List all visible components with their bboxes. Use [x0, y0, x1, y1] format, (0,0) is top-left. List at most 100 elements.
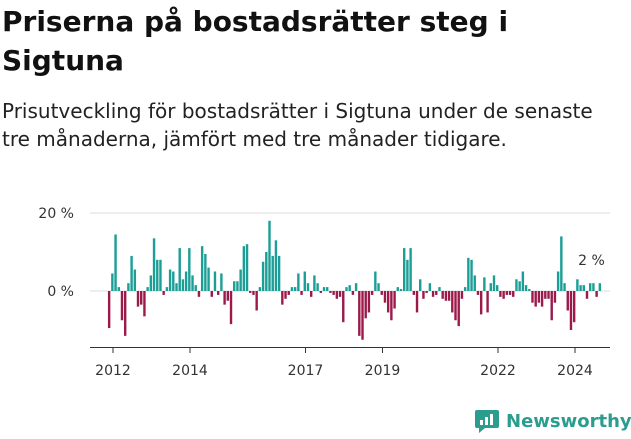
bar	[172, 271, 175, 291]
bar	[329, 291, 332, 293]
y-tick-label: 20 %	[38, 206, 74, 222]
bar	[168, 269, 172, 291]
bar	[213, 271, 217, 291]
bar	[467, 257, 470, 291]
bar	[290, 287, 294, 291]
bar	[524, 285, 528, 291]
bar	[438, 287, 441, 291]
bar	[412, 291, 416, 295]
bar	[569, 291, 573, 330]
bar	[374, 271, 377, 291]
bar	[351, 291, 355, 295]
bar	[476, 291, 480, 295]
bar	[133, 269, 137, 291]
x-tick-label: 2014	[172, 363, 208, 379]
bar	[470, 259, 473, 291]
bar	[178, 248, 181, 291]
bar	[579, 285, 582, 291]
bar	[326, 287, 329, 291]
bar	[428, 283, 432, 291]
bar	[159, 259, 162, 291]
bar	[239, 269, 242, 291]
bar	[528, 289, 531, 291]
bar	[380, 291, 383, 295]
bar	[245, 244, 249, 291]
bar	[146, 287, 149, 291]
bar	[220, 273, 223, 291]
newsworthy-logo[interactable]: Newsworthy	[474, 407, 631, 435]
bar	[556, 271, 560, 291]
bar	[515, 279, 518, 291]
bar	[544, 291, 547, 299]
bar	[454, 291, 457, 321]
bar	[409, 248, 412, 291]
bar	[457, 291, 460, 327]
bar	[422, 291, 425, 299]
bar	[563, 283, 566, 291]
bar	[313, 275, 316, 291]
bar	[277, 255, 281, 291]
bar	[293, 287, 297, 291]
bar	[188, 248, 191, 291]
bar	[460, 291, 464, 299]
bar	[255, 291, 258, 311]
x-tick-label: 2012	[95, 363, 131, 379]
bar	[265, 252, 268, 291]
bar	[140, 291, 143, 305]
bar	[268, 220, 271, 291]
bar	[441, 291, 444, 299]
bar	[319, 291, 323, 293]
bar	[598, 283, 602, 291]
bar	[300, 291, 303, 295]
bar	[473, 275, 476, 291]
bar	[242, 246, 246, 291]
bar	[197, 291, 201, 297]
bar	[589, 283, 592, 291]
bar	[204, 253, 207, 291]
bar	[399, 289, 403, 291]
bar	[216, 291, 220, 295]
y-tick-label: 0 %	[47, 284, 74, 300]
bar	[130, 255, 133, 291]
bar	[322, 287, 326, 291]
bar	[383, 291, 387, 303]
bar	[377, 283, 380, 291]
bar	[348, 285, 351, 291]
bar	[403, 248, 406, 291]
bar	[316, 283, 319, 291]
bar	[281, 291, 284, 305]
bar	[184, 271, 188, 291]
bar	[502, 291, 505, 299]
bar	[361, 291, 364, 340]
bar	[200, 246, 204, 291]
bar	[390, 291, 393, 321]
bar	[521, 271, 525, 291]
x-tick-label: 2019	[365, 363, 401, 379]
newsworthy-logo-icon	[475, 410, 499, 433]
bar	[492, 275, 496, 291]
bar	[595, 291, 598, 297]
bar	[553, 291, 557, 303]
bar	[354, 283, 358, 291]
bar	[582, 285, 585, 291]
bar	[537, 291, 541, 303]
bar	[165, 287, 169, 291]
bar	[547, 291, 550, 299]
bar	[370, 291, 374, 295]
bar	[149, 275, 153, 291]
bar	[175, 283, 178, 291]
bar	[585, 291, 589, 299]
bar	[435, 291, 438, 295]
bar	[127, 283, 130, 291]
bar	[425, 291, 428, 293]
bar	[332, 291, 335, 295]
bar	[534, 291, 537, 307]
bar	[386, 291, 390, 313]
bar	[338, 291, 342, 297]
bar	[297, 273, 300, 291]
bar	[143, 291, 146, 317]
bar	[111, 273, 114, 291]
x-tick-label: 2022	[480, 363, 516, 379]
bar	[415, 291, 419, 313]
